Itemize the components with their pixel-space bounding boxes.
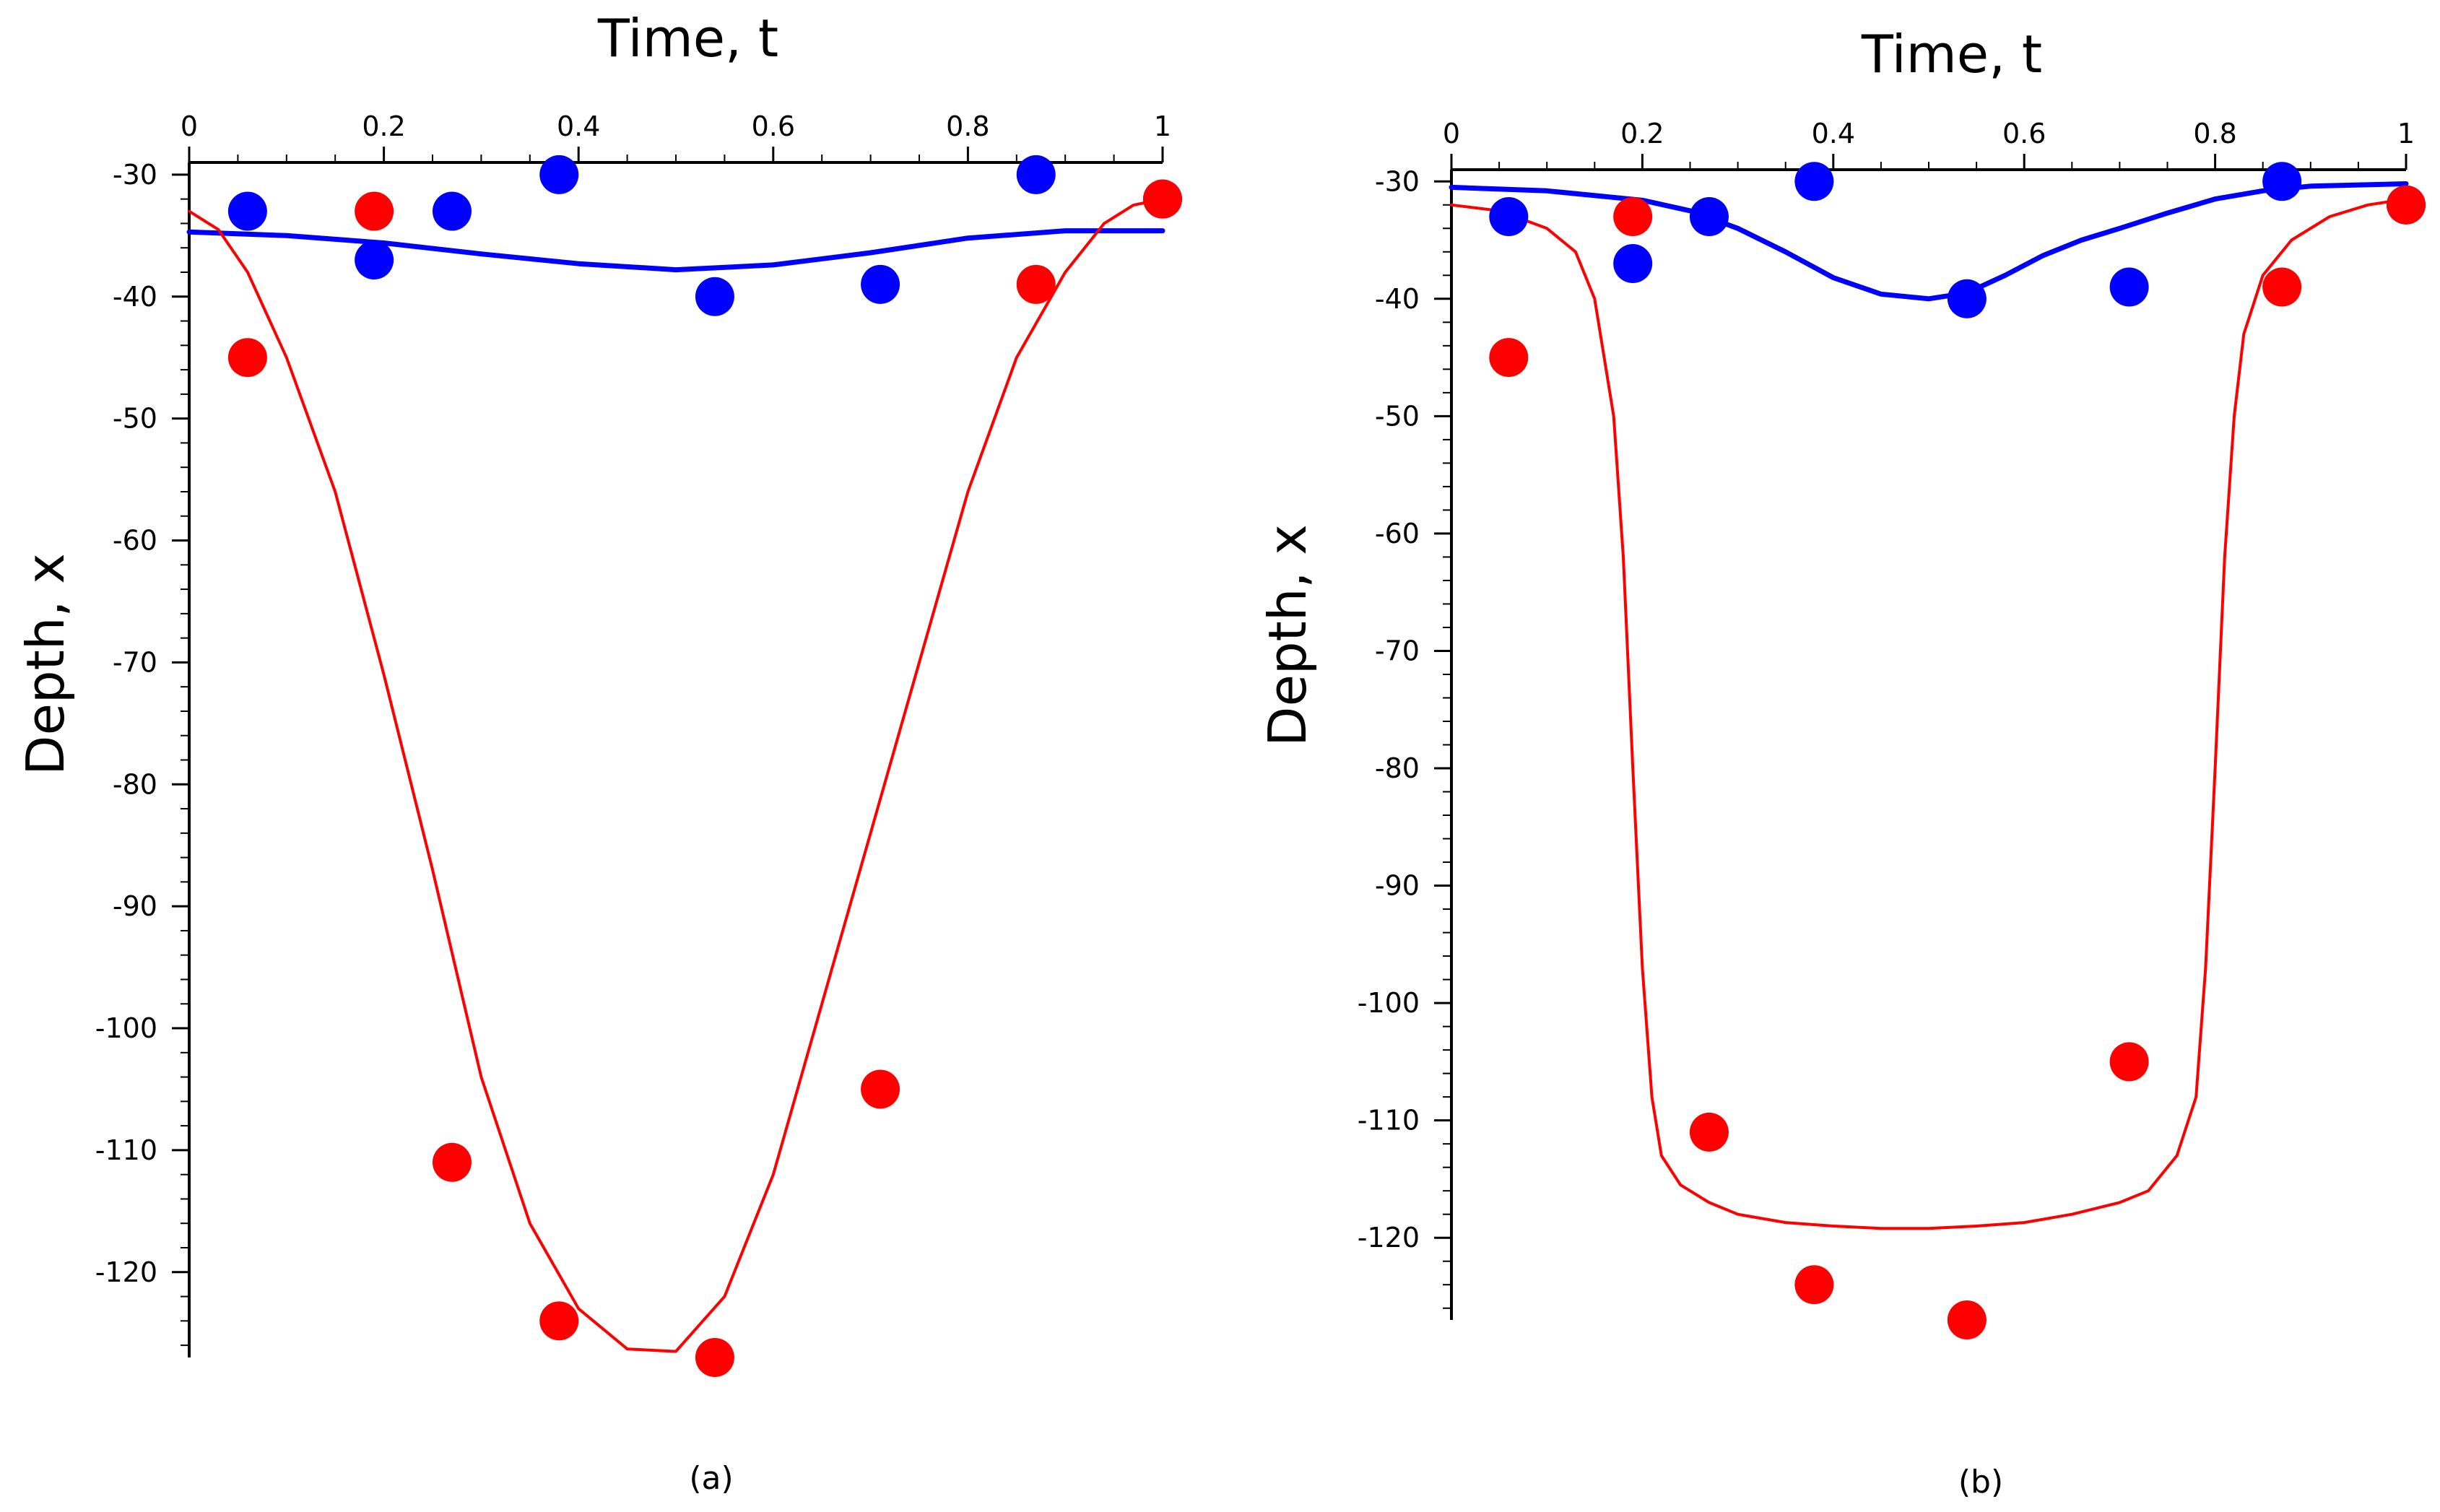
y-tick-label: -70 — [1375, 635, 1420, 666]
red-fit-line — [1450, 197, 2408, 1230]
y-tick-label: -50 — [113, 403, 157, 435]
red-data-point — [1794, 1265, 1834, 1305]
blue-fit-line — [186, 228, 1165, 273]
red-data-point — [1689, 1112, 1729, 1152]
blue-data-point — [1689, 197, 1729, 237]
red-data-point — [355, 191, 394, 231]
x-tick-label: 0.6 — [752, 110, 795, 142]
blue-data-point — [1947, 279, 1987, 318]
red-data-point — [2109, 1042, 2149, 1082]
y-tick-label: -50 — [1375, 400, 1420, 432]
x-tick-label: 0.8 — [2193, 118, 2236, 149]
panel-caption: (a) — [689, 1460, 733, 1497]
blue-data-point — [227, 191, 267, 231]
x-tick-label: 0 — [181, 110, 198, 142]
y-tick-label: -100 — [1358, 987, 1420, 1019]
red-data-point — [861, 1069, 900, 1109]
red-data-point — [1489, 338, 1529, 378]
y-tick-label: -40 — [1375, 283, 1420, 315]
x-tick-label: 0.4 — [1812, 118, 1855, 149]
blue-data-point — [2109, 267, 2149, 307]
red-data-point — [2387, 185, 2426, 225]
panel-caption: (b) — [1958, 1464, 2003, 1500]
x-tick-label: 1 — [1154, 110, 1171, 142]
x-axis-title: Time, t — [597, 8, 778, 69]
panel-b: Time, t Depth, x 0 0.2 0.4 0.6 0.8 1 -30 -40 -50… — [1257, 24, 2426, 1500]
y-tick-label: -110 — [1358, 1105, 1420, 1137]
red-data-point — [227, 338, 267, 378]
blue-data-point — [1613, 244, 1653, 284]
blue-data-point — [2262, 162, 2302, 201]
y-tick-label: -40 — [113, 281, 157, 313]
blue-data-point — [1794, 162, 1834, 201]
red-data-point — [1947, 1300, 1987, 1339]
red-data-point — [2262, 267, 2302, 307]
blue-data-point — [432, 191, 472, 231]
red-data-point — [695, 1338, 734, 1377]
panel-a: Time, t Depth, x 0 0.2 0.4 0.6 0.8 1 -30 -40 -50… — [15, 8, 1182, 1497]
blue-data-point — [355, 240, 394, 280]
red-data-point — [432, 1142, 472, 1182]
y-tick-label: -110 — [95, 1134, 157, 1166]
red-data-point — [1143, 179, 1182, 219]
y-tick-label: -120 — [95, 1256, 157, 1288]
x-tick-label: 1 — [2397, 118, 2415, 149]
blue-data-point — [1016, 155, 1056, 194]
blue-data-point — [1489, 197, 1529, 237]
x-tick-label: 0.6 — [2002, 118, 2046, 149]
red-fit-line — [188, 197, 1164, 1353]
x-tick-label: 0.8 — [946, 110, 989, 142]
y-tick-label: -120 — [1358, 1222, 1420, 1254]
y-tick-label: -60 — [1375, 518, 1420, 549]
blue-data-point — [539, 155, 579, 194]
red-data-point — [539, 1301, 579, 1341]
y-tick-label: -60 — [113, 525, 157, 557]
red-data-point — [1613, 197, 1653, 237]
x-axis-title: Time, t — [1861, 24, 2042, 84]
blue-data-point — [695, 277, 734, 316]
y-tick-label: -90 — [113, 890, 157, 922]
y-tick-label: -80 — [113, 768, 157, 800]
y-axis-title: Depth, x — [15, 553, 76, 775]
x-tick-label: 0.4 — [557, 110, 600, 142]
y-tick-label: -70 — [113, 646, 157, 678]
y-tick-label: -100 — [95, 1012, 157, 1044]
red-data-point — [1016, 264, 1056, 304]
y-tick-label: -30 — [1375, 165, 1420, 197]
y-axis-title: Depth, x — [1257, 524, 1318, 747]
x-tick-label: 0.2 — [1620, 118, 1664, 149]
blue-data-point — [861, 264, 900, 304]
blue-fit-line — [1449, 181, 2409, 302]
y-tick-label: -90 — [1375, 870, 1420, 902]
x-tick-label: 0.2 — [362, 110, 405, 142]
x-tick-label: 0 — [1443, 118, 1460, 149]
y-tick-label: -80 — [1375, 752, 1420, 784]
y-tick-label: -30 — [113, 159, 157, 191]
